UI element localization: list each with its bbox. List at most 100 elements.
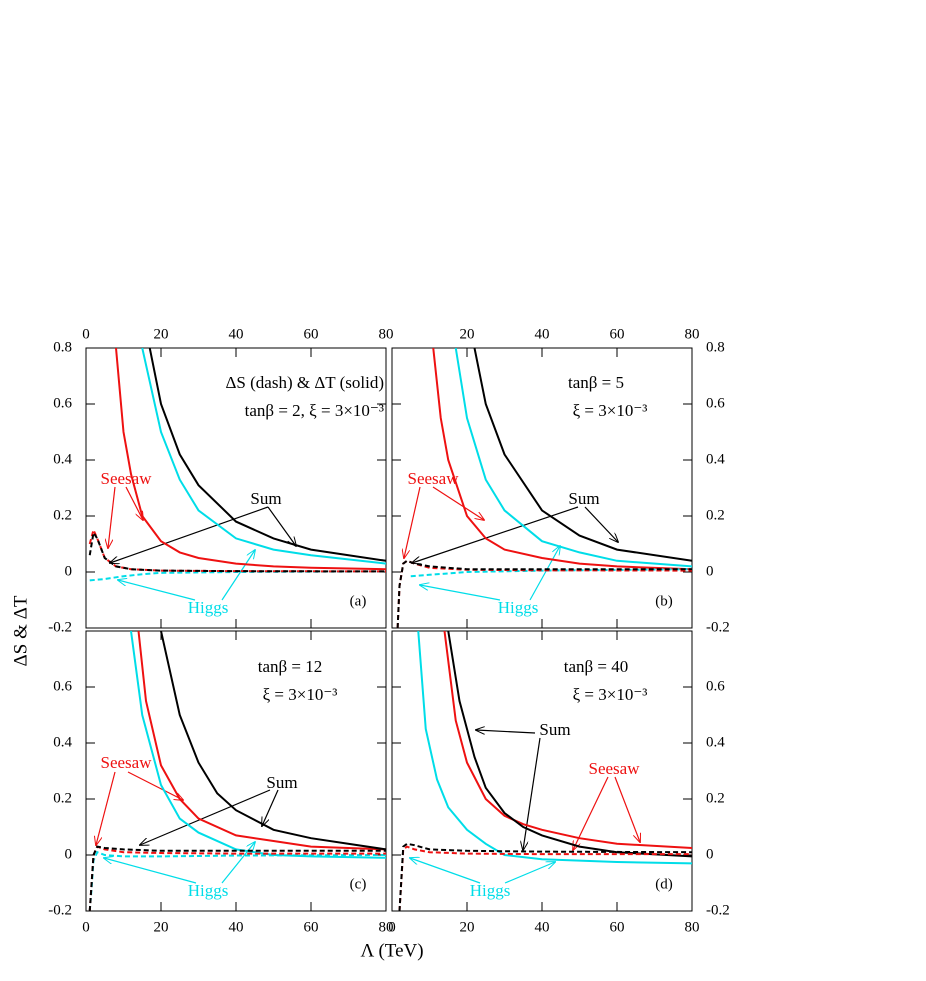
arrow bbox=[108, 486, 116, 548]
y-tick-label: 0.2 bbox=[53, 507, 72, 523]
solid-line bbox=[473, 348, 692, 562]
y-tick-label: 0.6 bbox=[53, 395, 72, 411]
plot-frame bbox=[85, 347, 387, 629]
arrow bbox=[410, 858, 481, 884]
annotation: Seesaw bbox=[408, 469, 460, 488]
arrow bbox=[125, 486, 143, 520]
annotation: Sum bbox=[266, 773, 297, 792]
annotation: Seesaw bbox=[101, 469, 153, 488]
y-tick-label: -0.2 bbox=[48, 902, 72, 918]
x-tick-label: 60 bbox=[610, 919, 625, 935]
dashed-line bbox=[88, 527, 386, 573]
y-tick-label: 0 bbox=[65, 846, 73, 862]
solid-line bbox=[417, 631, 692, 865]
solid-line bbox=[454, 348, 692, 568]
y-tick-label: -0.2 bbox=[706, 619, 730, 635]
dashed-line bbox=[396, 559, 692, 628]
arrow bbox=[267, 506, 296, 546]
arrow bbox=[404, 486, 421, 558]
solid-line bbox=[432, 348, 692, 571]
arrow bbox=[529, 546, 560, 601]
y-axis-title: ΔS & ΔT bbox=[10, 595, 31, 666]
y-tick-label: -0.2 bbox=[706, 902, 730, 918]
x-tick-label: 20 bbox=[460, 919, 475, 935]
panel: 0 20 40 60 80 -0.2 0 0.2 0.4 0.6 (d) tanβ = 40 ξ = 3… bbox=[388, 630, 730, 935]
y-tick-label: 0.6 bbox=[706, 395, 725, 411]
annotation: tanβ = 40 bbox=[564, 657, 629, 676]
solid-line bbox=[447, 631, 692, 858]
solid-line bbox=[141, 348, 386, 565]
y-tick-label: 0 bbox=[706, 846, 714, 862]
dashed-line bbox=[88, 850, 386, 911]
dashed-line bbox=[410, 568, 692, 578]
annotation: ξ = 3×10⁻³ bbox=[573, 685, 648, 704]
x-tick-label: 20 bbox=[154, 919, 169, 935]
arrow bbox=[476, 730, 536, 733]
arrow bbox=[523, 737, 541, 850]
annotation: tanβ = 12 bbox=[258, 657, 323, 676]
y-tick-label: -0.2 bbox=[48, 619, 72, 635]
y-tick-label: 0.2 bbox=[706, 507, 725, 523]
panel: 0 20 40 60 80 -0.2 0 0.2 0.4 0.6 (c) tanβ = 12 ξ = 3… bbox=[48, 630, 424, 961]
x-tick-label: 0 bbox=[82, 919, 90, 935]
annotation: tanβ = 5 bbox=[568, 373, 624, 392]
annotation: Higgs bbox=[498, 598, 539, 617]
plot-frame bbox=[391, 630, 693, 912]
x-tick-label: 40 bbox=[229, 919, 244, 935]
arrow bbox=[110, 506, 269, 563]
arrow bbox=[614, 776, 640, 842]
x-tick-label: 80 bbox=[379, 919, 394, 935]
arrow bbox=[262, 789, 279, 826]
arrow bbox=[221, 550, 255, 601]
arrow bbox=[96, 771, 116, 845]
arrow bbox=[432, 486, 484, 520]
annotation: Higgs bbox=[470, 881, 511, 900]
y-tick-label: 0.6 bbox=[706, 678, 725, 694]
dashed-line bbox=[398, 845, 692, 911]
x-tick-label: 80 bbox=[379, 326, 394, 342]
dashed-line bbox=[396, 559, 692, 628]
arrow bbox=[221, 842, 255, 884]
solid-line bbox=[160, 631, 386, 851]
arrow bbox=[420, 585, 501, 601]
annotation: Higgs bbox=[188, 598, 229, 617]
y-tick-label: 0.2 bbox=[706, 790, 725, 806]
arrow bbox=[504, 862, 555, 884]
annotation: ξ = 3×10⁻³ bbox=[263, 685, 338, 704]
x-tick-label: 0 bbox=[388, 919, 396, 935]
y-tick-label: 0 bbox=[65, 563, 73, 579]
dashed-line bbox=[398, 842, 692, 911]
x-tick-label: 20 bbox=[154, 326, 169, 342]
x-tick-label: 40 bbox=[535, 326, 550, 342]
panel-label: (d) bbox=[655, 876, 673, 892]
x-tick-label: 60 bbox=[304, 919, 319, 935]
panel-label: (a) bbox=[350, 593, 367, 609]
x-axis-title: Λ (TeV) bbox=[360, 940, 423, 961]
annotation: Seesaw bbox=[101, 753, 153, 772]
x-tick-label: 60 bbox=[304, 326, 319, 342]
y-tick-label: 0.8 bbox=[706, 339, 725, 355]
arrow bbox=[104, 858, 197, 884]
arrow bbox=[127, 771, 183, 800]
y-tick-label: 0.4 bbox=[706, 734, 725, 750]
annotation: Sum bbox=[568, 489, 599, 508]
solid-line bbox=[130, 631, 386, 859]
annotation: Sum bbox=[539, 720, 570, 739]
annotation: ξ = 3×10⁻³ bbox=[573, 401, 648, 420]
y-tick-label: 0.4 bbox=[53, 734, 72, 750]
x-tick-label: 0 bbox=[82, 326, 90, 342]
annotation: Seesaw bbox=[589, 759, 641, 778]
panel: 0 20 40 60 80 -0.2 0 0.2 0.4 0.6 0.8 (a) ΔS (dash) &… bbox=[10, 326, 393, 666]
arrow bbox=[584, 506, 618, 542]
solid-line bbox=[148, 348, 386, 562]
arrow bbox=[140, 789, 271, 845]
dashed-line bbox=[88, 845, 386, 911]
x-tick-label: 80 bbox=[685, 919, 700, 935]
panel: 20 40 60 80 -0.2 0 0.2 0.4 0.6 0.8 (b) tanβ = 5 ξ = … bbox=[391, 326, 730, 635]
arrow bbox=[118, 580, 196, 601]
panel-label: (c) bbox=[350, 876, 367, 892]
x-tick-label: 40 bbox=[535, 919, 550, 935]
solid-line bbox=[137, 631, 386, 851]
y-tick-label: 0.4 bbox=[53, 451, 72, 467]
plot-frame bbox=[391, 347, 693, 629]
